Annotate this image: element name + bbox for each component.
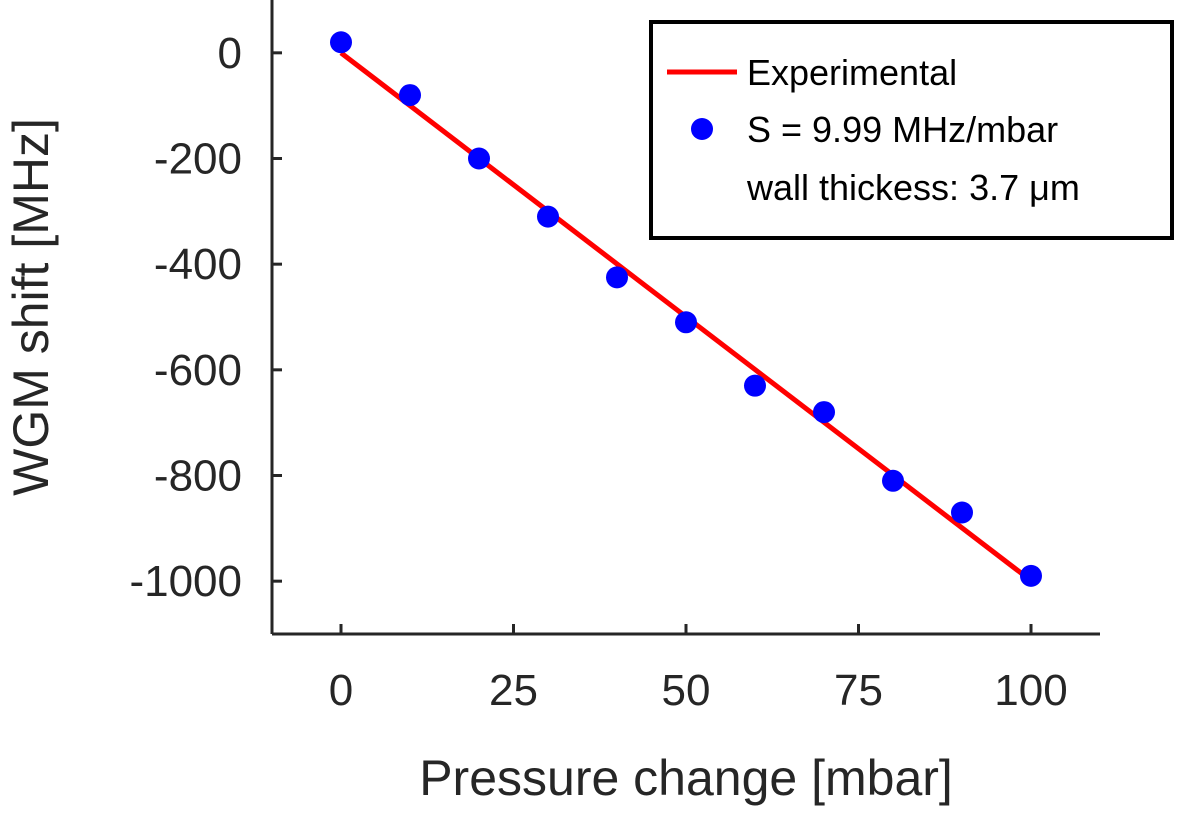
x-tick-label: 25: [489, 666, 538, 715]
y-tick-label: -400: [154, 240, 242, 289]
x-tick-label: 100: [994, 666, 1067, 715]
legend-entry-experimental: Experimental: [747, 52, 957, 93]
y-tick-label: -200: [154, 135, 242, 184]
x-tick-label: 0: [329, 666, 353, 715]
data-point: [399, 84, 421, 107]
x-tick-label: 75: [834, 666, 883, 715]
data-point: [606, 266, 628, 289]
legend-dot-marker: [691, 118, 713, 140]
data-point: [468, 147, 490, 170]
data-point: [537, 205, 559, 228]
data-point: [951, 501, 973, 524]
data-point: [744, 374, 766, 397]
data-point: [882, 469, 904, 492]
y-tick-label: 0: [218, 29, 242, 78]
x-axis-title: Pressure change [mbar]: [419, 750, 953, 806]
data-point: [330, 31, 352, 54]
y-tick-label: -800: [154, 452, 242, 501]
y-axis-title: WGM shift [MHz]: [3, 118, 59, 496]
legend-wall-thickness: wall thickess: 3.7 μm: [746, 167, 1080, 208]
axes: 0 -200 -400 -600 -800 -1000 0 25 50 75 100 Pressure…: [3, 0, 1100, 806]
legend: Experimental S = 9.99 MHz/mbar wall thicke…: [649, 20, 1174, 240]
y-tick-label: -1000: [129, 557, 242, 606]
legend-box: [649, 20, 1174, 240]
data-point: [675, 311, 697, 334]
data-point: [1020, 564, 1042, 587]
legend-entry-sensitivity: S = 9.99 MHz/mbar: [747, 109, 1058, 150]
data-point: [813, 401, 835, 424]
y-tick-label: -600: [154, 346, 242, 395]
x-tick-label: 50: [662, 666, 711, 715]
plot-area: [330, 31, 1042, 587]
